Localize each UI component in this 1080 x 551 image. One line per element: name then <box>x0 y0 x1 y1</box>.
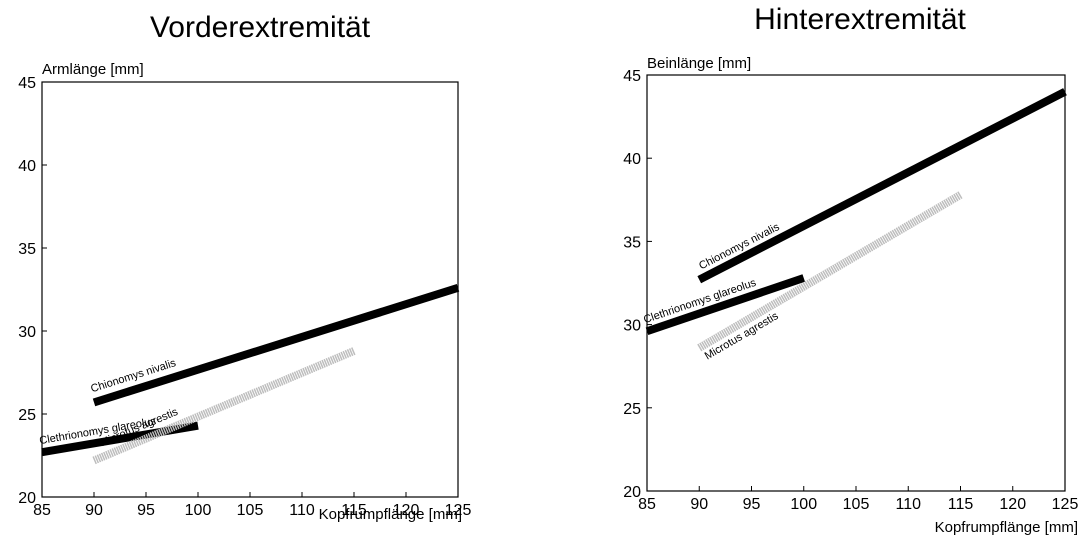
y-tick-label: 40 <box>623 151 641 168</box>
x-tick-label: 90 <box>85 502 103 519</box>
x-tick-label: 105 <box>237 502 264 519</box>
series-line <box>697 191 963 352</box>
y-tick-label: 35 <box>623 234 641 251</box>
y-tick-label: 25 <box>18 407 36 424</box>
y-tick-label: 30 <box>623 318 641 335</box>
y-axis-label: Armlänge [mm] <box>42 61 144 78</box>
x-tick-label: 110 <box>289 502 315 519</box>
y-tick-label: 35 <box>18 241 36 258</box>
y-tick-label: 30 <box>18 324 36 341</box>
y-tick-label: 45 <box>18 75 36 92</box>
x-tick-label: 125 <box>445 502 472 519</box>
x-tick-label: 95 <box>743 496 761 513</box>
chart-title: Hinterextremität <box>754 3 966 36</box>
x-tick-label: 90 <box>690 496 708 513</box>
series-line <box>697 88 1067 284</box>
y-axis-label: Beinlänge [mm] <box>647 55 751 72</box>
series-line <box>645 274 806 336</box>
chart-title: Vorderextremität <box>150 11 371 44</box>
y-tick-label: 25 <box>623 401 641 418</box>
chart-svg-hind-limb: Hinterextremität Beinlänge [mm] Kopfrump… <box>623 3 1079 536</box>
series-line <box>92 284 460 407</box>
x-axis-label: Kopfrumpflänge [mm] <box>935 519 1078 536</box>
chart-panel-hind-limb: Hinterextremität Beinlänge [mm] Kopfrump… <box>540 0 1080 551</box>
x-tick-label: 120 <box>999 496 1026 513</box>
y-tick-label: 45 <box>623 68 641 85</box>
y-tick-label: 20 <box>623 484 641 501</box>
plot-frame <box>646 74 1066 492</box>
series-line <box>92 347 356 465</box>
x-tick-label: 100 <box>790 496 817 513</box>
x-tick-label: 85 <box>638 496 656 513</box>
x-tick-label: 85 <box>33 502 51 519</box>
x-tick-label: 100 <box>185 502 212 519</box>
x-tick-label: 110 <box>895 496 921 513</box>
y-tick-label: 40 <box>18 158 36 175</box>
x-tick-label: 105 <box>843 496 870 513</box>
chart-panel-front-limb: Vorderextremität Armlänge [mm] Kopfrumpf… <box>18 11 472 523</box>
y-tick-label: 20 <box>18 490 36 507</box>
chart-svg-front-limb: Vorderextremität Armlänge [mm] Kopfrumpf… <box>18 11 472 523</box>
x-tick-label: 125 <box>1052 496 1079 513</box>
x-tick-label: 120 <box>393 502 420 519</box>
x-axis-label: Kopfrumpflänge [mm] <box>319 506 462 523</box>
x-tick-label: 95 <box>137 502 155 519</box>
x-tick-label: 115 <box>341 502 367 519</box>
x-tick-label: 115 <box>948 496 974 513</box>
